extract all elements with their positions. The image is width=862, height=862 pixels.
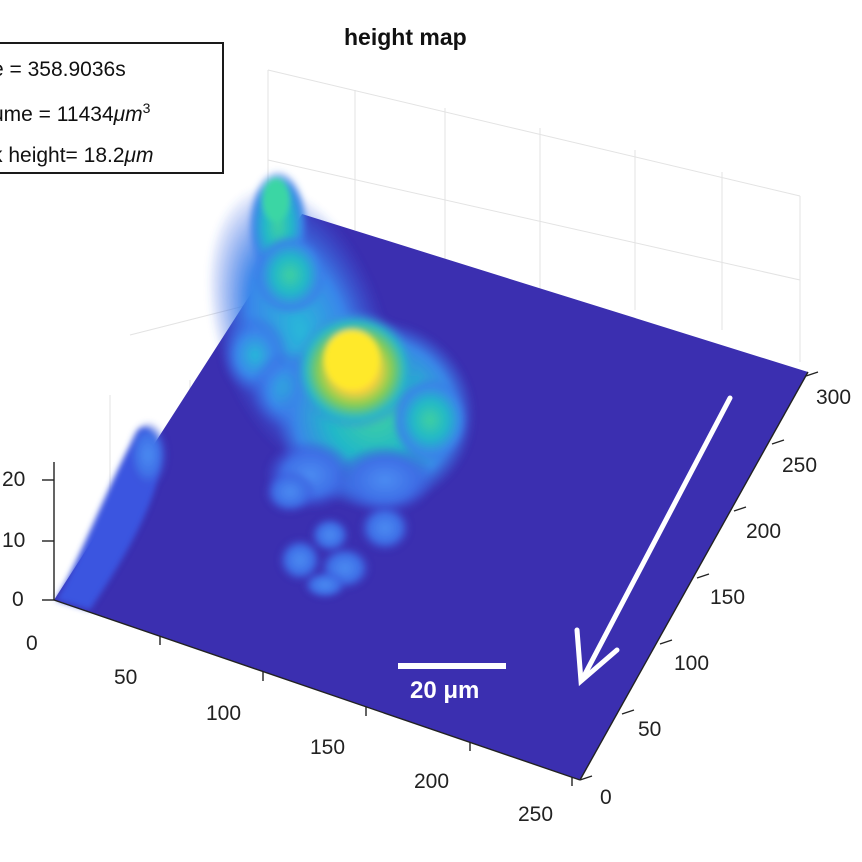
legend-box: e = 358.9036s ume = 11434μm3 k height= 1… (0, 42, 224, 174)
legend-peak-text: k height= 18.2 (0, 144, 125, 167)
tick-marks (42, 371, 819, 786)
x-tick-label: 200 (414, 770, 450, 793)
y-tick-label: 300 (816, 386, 852, 409)
bump-6 (278, 538, 322, 582)
summit-peak (324, 330, 380, 390)
x-tick-label: 50 (114, 666, 138, 689)
z-tick-label: 10 (2, 529, 26, 552)
legend-peak-unit: μm (124, 144, 154, 167)
bump-2 (335, 445, 435, 515)
y-tick-label: 100 (674, 652, 710, 675)
bump-5 (310, 517, 350, 553)
right-shoulder (392, 378, 468, 462)
legend-peak-height: k height= 18.2μm (0, 144, 154, 168)
legend-volume-text: ume = 11434 (0, 103, 114, 126)
bump-3 (264, 470, 316, 514)
z-tick-label: 0 (12, 588, 24, 611)
scale-bar (398, 663, 506, 669)
y-tick-label: 50 (638, 718, 662, 741)
peak-top-spike-core (262, 178, 290, 222)
axes (53, 371, 809, 781)
ridge-mid (254, 235, 326, 315)
legend-time: e = 358.9036s (0, 58, 126, 81)
y-tick-label: 200 (746, 520, 782, 543)
x-tick-label: 100 (206, 702, 242, 725)
bump-8 (303, 571, 347, 599)
height-peaks (56, 170, 475, 610)
peak-left-small (128, 421, 168, 489)
direction-arrow (574, 395, 733, 687)
x-tick-label: 250 (518, 803, 554, 826)
legend-volume: ume = 11434μm3 (0, 100, 150, 127)
y-tick-label: 250 (782, 454, 818, 477)
y-tick-label: 0 (600, 786, 612, 809)
z-tick-label: 20 (2, 468, 26, 491)
legend-volume-exponent: 3 (142, 100, 151, 116)
y-tick-label: 150 (710, 586, 746, 609)
legend-volume-unit: μm (113, 103, 143, 126)
x-tick-label: 0 (26, 632, 38, 655)
chart-title: height map (344, 24, 467, 50)
scale-bar-label: 20 μm (410, 677, 480, 704)
x-tick-label: 150 (310, 736, 346, 759)
bump-4 (359, 504, 411, 552)
